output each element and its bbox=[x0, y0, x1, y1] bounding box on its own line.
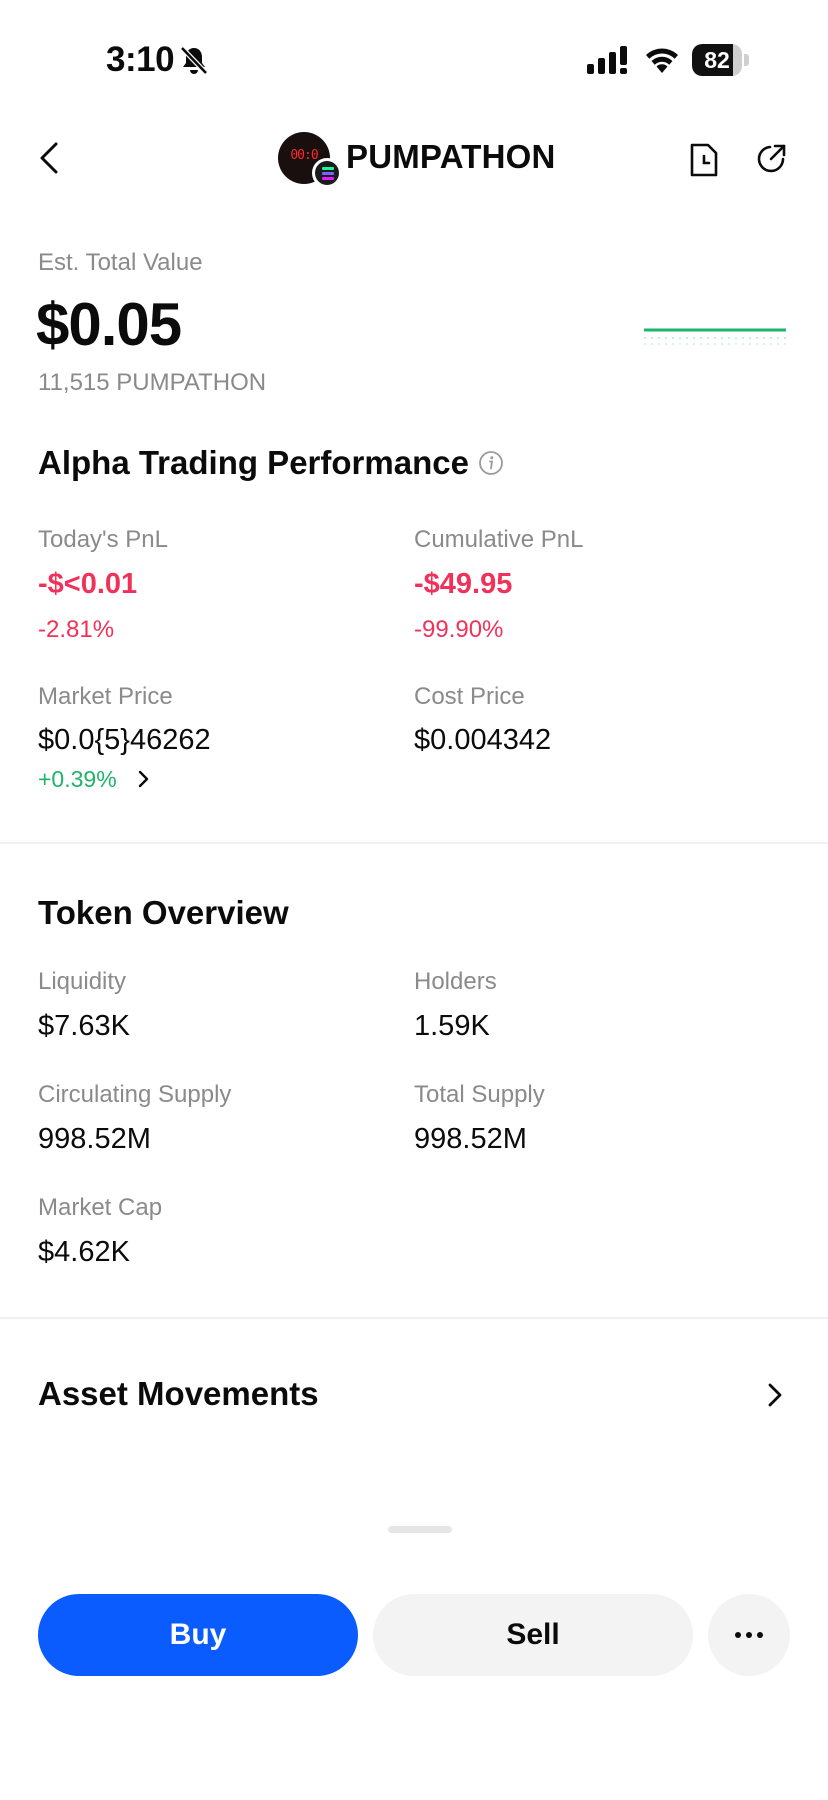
todays-pnl-label: Today's PnL bbox=[38, 526, 168, 553]
more-options-button[interactable] bbox=[708, 1594, 790, 1676]
share-icon[interactable] bbox=[754, 142, 788, 176]
battery-indicator: 82 bbox=[692, 44, 750, 76]
liquidity-value: $7.63K bbox=[38, 1010, 130, 1042]
cellular-signal-icon bbox=[587, 46, 627, 74]
bell-muted-icon bbox=[180, 46, 208, 75]
est-total-value: $0.05 bbox=[36, 291, 182, 358]
market-cap-value: $4.62K bbox=[38, 1236, 130, 1268]
history-document-icon[interactable] bbox=[688, 142, 720, 178]
alpha-performance-title: Alpha Trading Performance bbox=[38, 444, 469, 481]
cumulative-pnl-percent: -99.90% bbox=[414, 616, 504, 643]
total-supply-label: Total Supply bbox=[414, 1081, 545, 1108]
todays-pnl-value: -$<0.01 bbox=[38, 568, 138, 600]
more-dot bbox=[757, 1632, 763, 1638]
market-price-label: Market Price bbox=[38, 683, 173, 710]
cost-price-label: Cost Price bbox=[414, 683, 525, 710]
holders-value: 1.59K bbox=[414, 1010, 490, 1042]
battery-percent: 82 bbox=[704, 47, 730, 73]
liquidity-label: Liquidity bbox=[38, 968, 127, 995]
cumulative-pnl-label: Cumulative PnL bbox=[414, 526, 584, 553]
cost-price-value: $0.004342 bbox=[414, 724, 552, 756]
chevron-right-icon[interactable] bbox=[137, 768, 151, 790]
more-dot bbox=[735, 1632, 741, 1638]
token-logo-text: 00:0 bbox=[290, 148, 318, 163]
asset-movements-link[interactable]: Asset Movements bbox=[38, 1375, 319, 1412]
circulating-supply-label: Circulating Supply bbox=[38, 1081, 232, 1108]
todays-pnl-percent: -2.81% bbox=[38, 616, 115, 643]
chevron-right-icon[interactable] bbox=[766, 1380, 784, 1410]
circulating-supply-value: 998.52M bbox=[38, 1123, 151, 1155]
market-price-value: $0.0{5}46262 bbox=[38, 724, 211, 756]
solana-chain-icon bbox=[312, 158, 342, 188]
more-dot bbox=[746, 1632, 752, 1638]
total-supply-value: 998.52M bbox=[414, 1123, 527, 1155]
token-overview-title: Token Overview bbox=[38, 894, 289, 931]
section-divider bbox=[0, 842, 828, 844]
status-time: 3:10 bbox=[106, 40, 175, 79]
drag-handle[interactable] bbox=[388, 1526, 452, 1533]
holders-label: Holders bbox=[414, 968, 497, 995]
back-chevron-icon[interactable] bbox=[36, 140, 64, 176]
est-total-value-label: Est. Total Value bbox=[38, 249, 203, 276]
wifi-icon bbox=[646, 48, 678, 73]
token-name-title: PUMPATHON bbox=[346, 138, 556, 175]
section-divider bbox=[0, 1317, 828, 1319]
buy-button[interactable]: Buy bbox=[38, 1594, 358, 1676]
market-cap-label: Market Cap bbox=[38, 1194, 163, 1221]
token-holding-amount: 11,515 PUMPATHON bbox=[38, 369, 267, 396]
price-sparkline bbox=[644, 328, 786, 345]
cumulative-pnl-value: -$49.95 bbox=[414, 568, 513, 600]
sell-button[interactable]: Sell bbox=[373, 1594, 693, 1676]
info-icon[interactable] bbox=[478, 450, 504, 476]
market-price-change[interactable]: +0.39% bbox=[38, 766, 117, 792]
